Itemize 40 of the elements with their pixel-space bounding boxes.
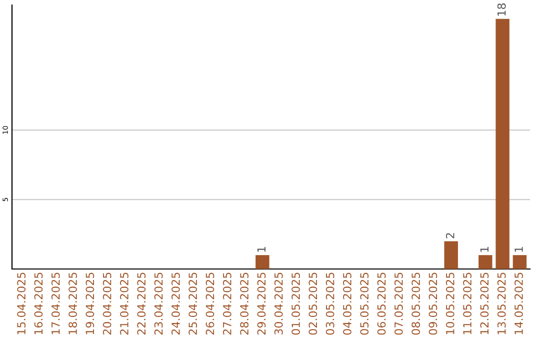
data-label: 2 [446, 233, 454, 238]
x-tick-label: 16.04.2025 [34, 272, 43, 334]
bar [444, 241, 458, 269]
bar [478, 255, 492, 269]
x-tick-label: 10.05.2025 [446, 272, 454, 334]
x-tick-label: 09.05.2025 [428, 272, 438, 335]
bar [256, 255, 270, 269]
x-tick-label: 07.05.2025 [394, 272, 403, 335]
x-tick-label: 21.04.2025 [120, 272, 128, 335]
x-tick-label: 15.04.2025 [17, 272, 26, 334]
x-tick-label: 14.05.2025 [514, 272, 523, 334]
bar [496, 18, 510, 269]
x-tick-label: 18.04.2025 [68, 272, 77, 334]
x-tick-label: 26.04.2025 [206, 272, 214, 335]
x-tick-label: 04.05.2025 [343, 272, 352, 335]
x-tick-label: 11.05.2025 [463, 272, 472, 334]
data-label: 1 [480, 246, 488, 252]
x-tick-label: 05.05.2025 [360, 272, 369, 335]
x-tick-label: 03.05.2025 [326, 272, 334, 335]
x-tick-label: 28.04.2025 [240, 272, 248, 335]
x-tick-label: 17.04.2025 [51, 272, 60, 334]
bar [512, 255, 527, 269]
x-tick-label: 20.04.2025 [102, 272, 112, 335]
x-tick-label: 25.04.2025 [188, 272, 198, 335]
x-tick-label: 29.04.2025 [257, 272, 266, 335]
x-tick-label: 13.05.2025 [497, 272, 506, 334]
x-tick-label: 19.04.2025 [86, 272, 94, 334]
x-tick-label: 27.04.2025 [222, 272, 232, 335]
x-tick-label: 08.05.2025 [412, 272, 420, 335]
x-tick-label: 06.05.2025 [377, 272, 386, 335]
data-label: 18 [497, 3, 506, 16]
x-tick-label: 02.05.2025 [308, 272, 318, 335]
data-label: 1 [514, 246, 523, 252]
x-tick-label: 12.05.2025 [480, 272, 489, 334]
x-tick-label: 22.04.2025 [137, 272, 146, 335]
x-tick-label: 24.04.2025 [171, 272, 180, 335]
x-tick-label: 01.05.2025 [292, 272, 300, 335]
data-label: 1 [257, 246, 266, 252]
x-tick-label: 30.04.2025 [274, 272, 283, 335]
x-tick-label: 23.04.2025 [154, 272, 163, 335]
